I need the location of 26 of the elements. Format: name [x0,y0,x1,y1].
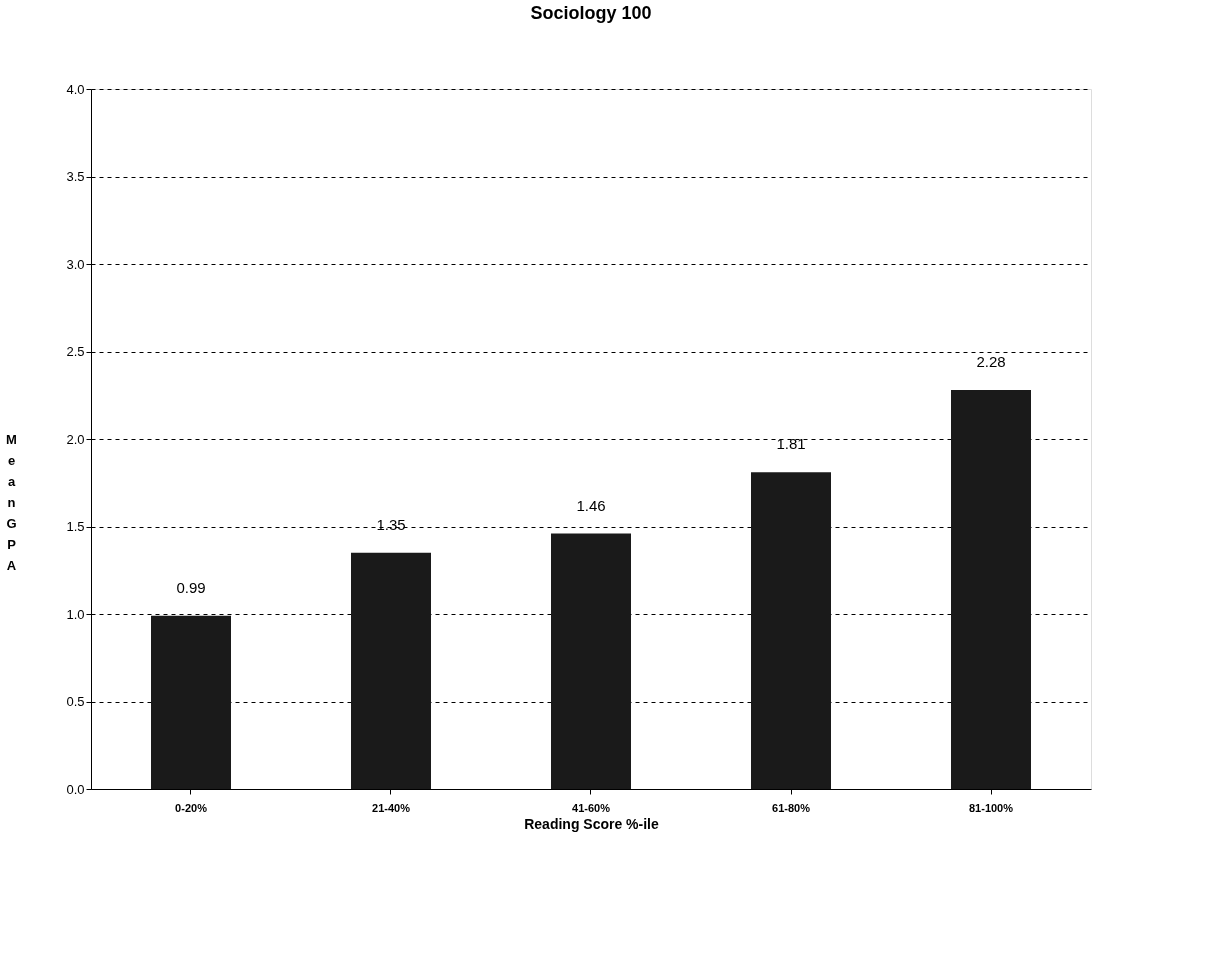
bar [551,533,631,789]
x-tick-label: 0-20% [175,801,208,814]
bar [151,615,231,789]
bar [951,390,1031,789]
data-label: 1.46 [576,496,606,514]
data-label: 0.99 [176,578,206,596]
chart-title: Sociology 100 [530,3,652,23]
x-tick-label: 21-40% [372,801,411,814]
bar [751,472,831,789]
y-tick-label: 3.0 [66,256,85,272]
y-tick-label: 1.5 [66,519,85,534]
y-tick-label: 3.5 [66,169,85,184]
y-tick-label: 2.5 [66,344,85,359]
bar [351,552,431,789]
y-tick-label: 2.0 [66,431,85,447]
data-label: 2.28 [976,353,1006,370]
y-tick-label: 4.0 [66,81,85,97]
x-tick-label: 81-100% [968,801,1014,814]
y-axis-title: Mean GPA [6,431,17,573]
y-tick-label: 0.0 [66,781,85,797]
data-label: 1.81 [776,435,806,453]
y-tick-label: 0.5 [66,694,85,709]
x-tick-label: 61-80% [772,801,811,814]
y-tick-label: 1.0 [66,606,85,622]
x-tick-label: 41-60% [572,801,611,814]
x-axis-title: Reading Score %-ile [524,815,660,832]
